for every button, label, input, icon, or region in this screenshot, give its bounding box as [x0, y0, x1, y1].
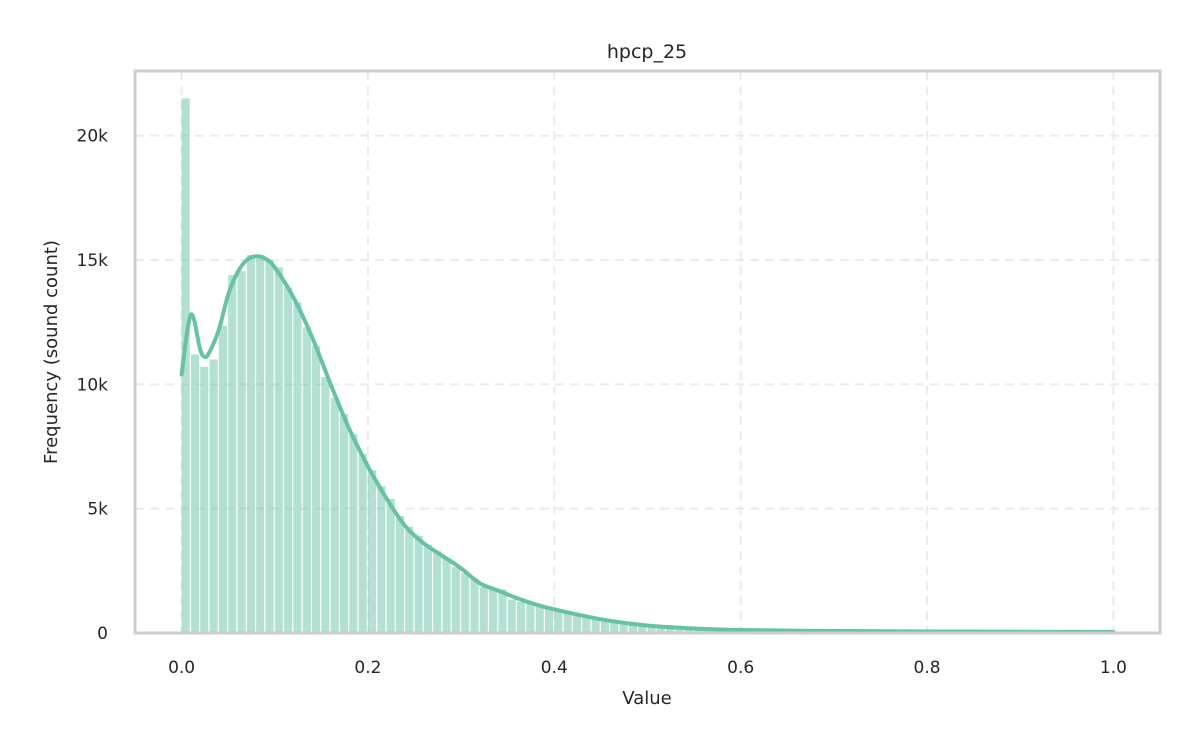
- y-tick-label: 15k: [77, 251, 109, 271]
- histogram-bar: [246, 255, 255, 633]
- histogram-bar: [433, 550, 442, 633]
- histogram-bar: [535, 605, 544, 633]
- histogram-bar: [545, 608, 554, 633]
- histogram-bar: [675, 628, 684, 633]
- histogram-bar: [666, 627, 675, 633]
- histogram-bar: [442, 558, 451, 633]
- histogram-bar: [582, 616, 591, 633]
- kde-line: [179, 254, 1116, 635]
- histogram-bar: [498, 589, 507, 633]
- histogram-bar: [274, 267, 283, 633]
- histogram-bar: [293, 302, 302, 633]
- histogram-bar: [600, 620, 610, 633]
- histogram-bar: [209, 359, 218, 633]
- histogram-bar: [200, 366, 209, 633]
- histogram-bar: [628, 624, 637, 633]
- x-tick-label: 1.0: [1100, 658, 1127, 678]
- y-tick-label: 5k: [87, 500, 108, 520]
- histogram-bar: [479, 586, 488, 633]
- histogram-bar: [349, 434, 358, 633]
- histogram-bar: [321, 376, 330, 633]
- x-tick-label: 0.2: [354, 658, 381, 678]
- histogram-bar: [517, 601, 526, 633]
- histogram-bar: [572, 614, 582, 633]
- histogram-bar: [619, 623, 628, 633]
- histogram-bar: [405, 526, 414, 633]
- histogram-bar: [181, 98, 190, 633]
- x-tick-label: 0.0: [168, 658, 195, 678]
- chart-title: hpcp_25: [607, 41, 687, 63]
- x-tick-label: 0.8: [914, 658, 941, 678]
- x-tick-label: 0.4: [541, 658, 568, 678]
- bars: [181, 98, 1113, 633]
- histogram-bar: [554, 609, 563, 633]
- x-axis-ticks: 0.0 0.2 0.4 0.6 0.8 1.0: [168, 658, 1127, 678]
- x-tick-label: 0.6: [727, 658, 754, 678]
- histogram-bar: [367, 470, 377, 633]
- histogram-bar: [470, 578, 479, 633]
- plot-frame: [133, 69, 1162, 635]
- histogram-bar: [526, 603, 535, 633]
- histogram-bar: [386, 498, 395, 633]
- histogram-bar: [237, 271, 246, 633]
- histogram-bar: [302, 327, 311, 633]
- x-axis-label: Value: [622, 688, 671, 709]
- histogram-bar: [218, 325, 227, 633]
- histogram-bar: [330, 398, 339, 633]
- histogram-bar: [656, 626, 665, 633]
- histogram-bar: [265, 259, 274, 633]
- histogram-bar: [638, 625, 647, 633]
- y-axis-label: Frequency (sound count): [41, 240, 62, 464]
- histogram-bar: [256, 255, 265, 633]
- y-axis-ticks: 0 5k 10k 15k 20k: [77, 127, 109, 644]
- histogram-bar: [489, 589, 498, 633]
- histogram-bar: [377, 486, 386, 633]
- histogram-bar: [563, 613, 572, 633]
- histogram-bar: [414, 536, 423, 633]
- histogram-bar: [358, 453, 367, 633]
- y-tick-label: 0: [97, 624, 108, 644]
- histogram-bar: [507, 599, 516, 633]
- histogram-bar: [684, 629, 693, 633]
- histogram-bar: [451, 567, 460, 633]
- histogram-bar: [190, 354, 200, 633]
- histogram-bar: [461, 573, 470, 633]
- histogram-bar: [647, 626, 656, 633]
- histogram-bar: [340, 414, 349, 633]
- histogram-bar: [423, 544, 432, 633]
- histogram-bar: [284, 287, 293, 633]
- y-tick-label: 10k: [77, 375, 109, 395]
- histogram-bar: [228, 274, 237, 633]
- y-tick-label: 20k: [77, 127, 109, 147]
- histogram-bar: [591, 618, 600, 633]
- histogram-bar: [610, 621, 619, 633]
- histogram-bar: [312, 345, 321, 633]
- histogram-bar: [395, 516, 405, 633]
